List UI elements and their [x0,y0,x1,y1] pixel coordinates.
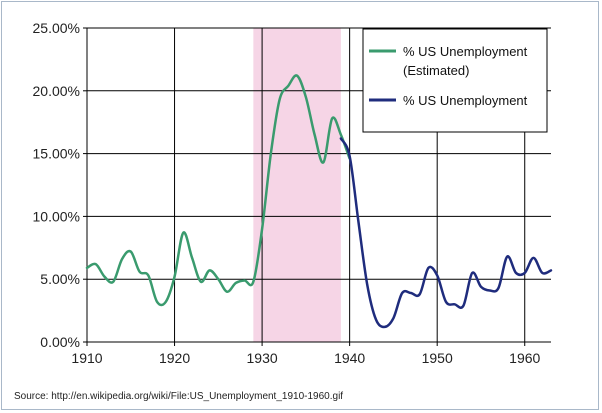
legend: % US Unemployment (Estimated) % US Unemp… [362,28,548,133]
y-tick-label: 0.00% [40,334,80,350]
y-tick-label: 5.00% [40,271,80,287]
series-line-actual [339,137,553,329]
x-tick-label: 1930 [247,350,278,366]
y-tick-label: 25.00% [33,20,80,36]
legend-label-estimated-line2: (Estimated) [403,63,469,78]
x-tick-label: 1910 [71,350,102,366]
legend-label-actual: % US Unemployment [403,93,528,108]
y-tick-label: 10.00% [33,208,80,224]
y-tick-label: 15.00% [33,146,80,162]
source-caption: Source: http://en.wikipedia.org/wiki/Fil… [14,391,344,402]
y-tick-label: 20.00% [33,83,80,99]
x-tick-label: 1960 [509,350,540,366]
series-line-estimated [85,74,351,307]
legend-box [362,28,548,133]
legend-label-estimated-line1: % US Unemployment [403,44,528,59]
x-tick-label: 1920 [159,350,190,366]
x-tick-label: 1950 [422,350,453,366]
x-tick-label: 1940 [334,350,365,366]
